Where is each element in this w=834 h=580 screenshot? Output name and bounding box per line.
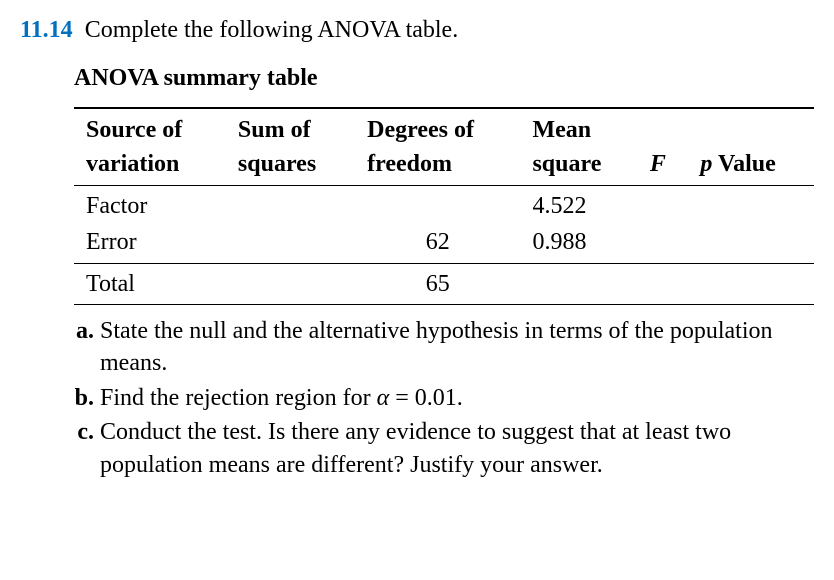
cell-error-df: 62 (355, 224, 520, 263)
col-header-ms-bot: square (520, 147, 637, 186)
subpart-b: b. Find the rejection region for α = 0.0… (62, 382, 814, 414)
cell-factor-p (688, 185, 814, 224)
subpart-a-text: State the null and the alternative hypot… (100, 315, 814, 380)
subpart-b-text: Find the rejection region for α = 0.01. (100, 382, 814, 414)
subparts: a. State the null and the alternative hy… (62, 315, 814, 481)
cell-factor-f (638, 185, 689, 224)
subpart-a-label: a. (62, 315, 100, 380)
subpart-c-text: Conduct the test. Is there any evidence … (100, 416, 814, 481)
table-row: Factor 4.522 (74, 185, 814, 224)
col-header-ms-top: Mean (520, 108, 637, 147)
subpart-b-equals: = 0.01. (389, 385, 463, 411)
table-row: Total 65 (74, 263, 814, 304)
cell-factor-label: Factor (74, 185, 226, 224)
cell-error-ss (226, 224, 355, 263)
subpart-a: a. State the null and the alternative hy… (62, 315, 814, 380)
col-header-source-bot: variation (74, 147, 226, 186)
problem-number: 11.14 (20, 14, 73, 46)
col-header-p: p Value (688, 147, 814, 186)
page: 11.14 Complete the following ANOVA table… (0, 0, 834, 503)
alpha-symbol: α (377, 385, 390, 411)
cell-factor-df (355, 185, 520, 224)
cell-total-df: 65 (355, 263, 520, 304)
table-title: ANOVA summary table (74, 62, 814, 94)
p-value-word: Value (712, 151, 775, 177)
col-header-f: F (638, 147, 689, 186)
col-header-df-top: Degrees of (355, 108, 520, 147)
subpart-b-label: b. (62, 382, 100, 414)
anova-table: Source of Sum of Degrees of Mean variati… (74, 107, 814, 305)
cell-total-f (638, 263, 689, 304)
problem-heading: 11.14 Complete the following ANOVA table… (20, 14, 814, 46)
subpart-c-label: c. (62, 416, 100, 481)
col-header-ss-top: Sum of (226, 108, 355, 147)
cell-total-ss (226, 263, 355, 304)
p-italic: p (700, 151, 712, 177)
subpart-b-before: Find the rejection region for (100, 385, 377, 411)
cell-factor-ss (226, 185, 355, 224)
col-header-p-top (688, 108, 814, 147)
cell-error-ms: 0.988 (520, 224, 637, 263)
col-header-ss-bot: squares (226, 147, 355, 186)
cell-error-p (688, 224, 814, 263)
cell-error-label: Error (74, 224, 226, 263)
col-header-df-bot: freedom (355, 147, 520, 186)
cell-total-p (688, 263, 814, 304)
table-row: Error 62 0.988 (74, 224, 814, 263)
cell-factor-ms: 4.522 (520, 185, 637, 224)
cell-error-f (638, 224, 689, 263)
subpart-c: c. Conduct the test. Is there any eviden… (62, 416, 814, 481)
problem-prompt: Complete the following ANOVA table. (85, 17, 459, 43)
cell-total-label: Total (74, 263, 226, 304)
col-header-f-top (638, 108, 689, 147)
col-header-source-top: Source of (74, 108, 226, 147)
cell-total-ms (520, 263, 637, 304)
